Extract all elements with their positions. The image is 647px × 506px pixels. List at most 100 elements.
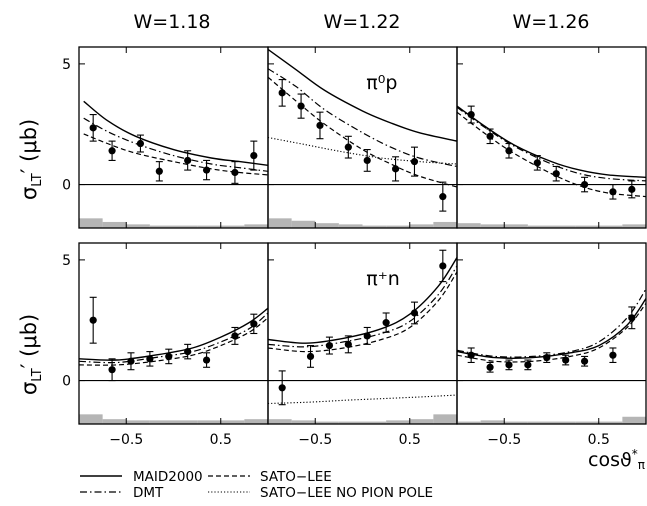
data-point	[486, 132, 494, 140]
curve-maid2000	[268, 48, 457, 142]
panel-π⁰p: π⁰p	[267, 46, 458, 229]
systematic-bar	[315, 223, 339, 228]
data-point	[609, 188, 617, 196]
panel-plot-area	[457, 105, 646, 228]
data-point	[202, 166, 211, 174]
data-point	[278, 384, 286, 392]
panels: π⁰p π⁺n	[78, 46, 647, 425]
data-point	[202, 356, 211, 364]
systematic-bar	[220, 420, 245, 424]
data-point	[155, 167, 163, 175]
curve-sato-lee	[83, 133, 268, 176]
y-axis-labels: σLT′ (μb) σLT′ (μb)	[17, 119, 45, 395]
data-point	[325, 341, 334, 350]
curve-maid2000	[457, 105, 646, 178]
data-point	[628, 314, 636, 322]
panel-frame	[267, 46, 458, 229]
data-point	[580, 180, 589, 189]
column-title: W=1.18	[133, 11, 210, 33]
data-point	[136, 139, 145, 148]
systematic-bar	[173, 420, 198, 424]
x-tick-label: −0.5	[487, 432, 521, 448]
x-tick-label: −0.5	[109, 432, 143, 448]
systematic-bar	[268, 419, 292, 424]
x-tick-label: 0.5	[399, 432, 421, 448]
data-point	[543, 354, 551, 362]
systematic-bar	[102, 221, 127, 228]
y-tick-label: 5	[62, 57, 71, 73]
panel-r0c0	[78, 46, 269, 229]
curve-sato-lee	[268, 76, 457, 188]
systematic-bar	[244, 419, 268, 424]
data-point	[533, 159, 541, 167]
curve-sato-lee	[457, 302, 646, 363]
y-tick-label: 5	[62, 253, 71, 269]
data-point	[231, 168, 239, 177]
systematic-bar	[220, 225, 245, 228]
data-point	[344, 340, 352, 348]
systematic-bar	[457, 223, 481, 228]
panel-plot-area	[268, 249, 457, 424]
curve-dmt	[83, 117, 268, 172]
curve-maid2000	[79, 307, 268, 361]
systematic-bar	[551, 421, 576, 424]
curve-sato-lee-no-pion-pole	[268, 136, 457, 165]
data-point	[524, 361, 532, 369]
curve-maid2000	[268, 257, 457, 344]
curve-dmt	[457, 288, 646, 358]
data-point	[391, 165, 400, 173]
systematic-bar	[386, 225, 410, 228]
data-point	[184, 156, 192, 165]
y-axis-label: σLT′ (μb)	[17, 119, 45, 200]
panel-plot-area	[268, 48, 457, 228]
systematic-bar	[575, 421, 599, 424]
systematic-bar	[338, 421, 363, 424]
legend-label: DMT	[133, 485, 164, 501]
systematic-bar	[79, 414, 103, 424]
systematic-bar	[197, 420, 221, 424]
curve-dmt	[457, 106, 646, 182]
data-point	[127, 357, 135, 365]
curve-maid2000	[457, 298, 646, 359]
panel-frame	[78, 46, 269, 229]
systematic-bar	[268, 218, 292, 228]
data-point	[363, 332, 371, 340]
systematic-bar	[480, 224, 505, 228]
systematic-bar	[126, 224, 150, 228]
x-tick-labels: −0.5 0.5 −0.5 0.5 −0.5 0.5	[109, 432, 610, 448]
systematic-bar	[244, 224, 268, 228]
curve-dmt	[79, 312, 268, 364]
x-axis-label: cosϑ*π	[588, 447, 645, 472]
panel-r0c2	[456, 46, 647, 229]
systematic-bar	[386, 420, 410, 424]
data-point	[410, 309, 419, 317]
panel-r1c0	[78, 242, 269, 425]
data-point	[108, 366, 116, 374]
data-point	[316, 121, 324, 130]
data-point	[382, 319, 390, 327]
data-point	[628, 185, 636, 193]
systematic-bar	[362, 225, 387, 228]
y-axis-label: σLT′ (μb)	[17, 314, 45, 395]
systematic-bar	[149, 225, 174, 228]
column-title: W=1.22	[323, 11, 400, 33]
panel-label: π⁰p	[366, 72, 397, 94]
data-point	[609, 351, 617, 359]
systematic-bar	[480, 420, 505, 424]
data-point	[250, 320, 258, 328]
curve-sato-lee	[457, 111, 646, 198]
data-point	[486, 363, 494, 371]
panel-frame	[456, 242, 647, 425]
data-point	[165, 352, 173, 361]
systematic-bar	[504, 224, 528, 228]
systematic-bar	[598, 225, 623, 228]
curve-maid2000	[83, 100, 268, 166]
panel-frame	[456, 46, 647, 229]
panel-label: π⁺n	[366, 268, 400, 290]
data-point	[250, 152, 258, 160]
systematic-bar	[126, 420, 150, 424]
systematic-bar	[291, 220, 316, 228]
panel-plot-area	[457, 288, 646, 424]
data-point	[552, 170, 560, 178]
